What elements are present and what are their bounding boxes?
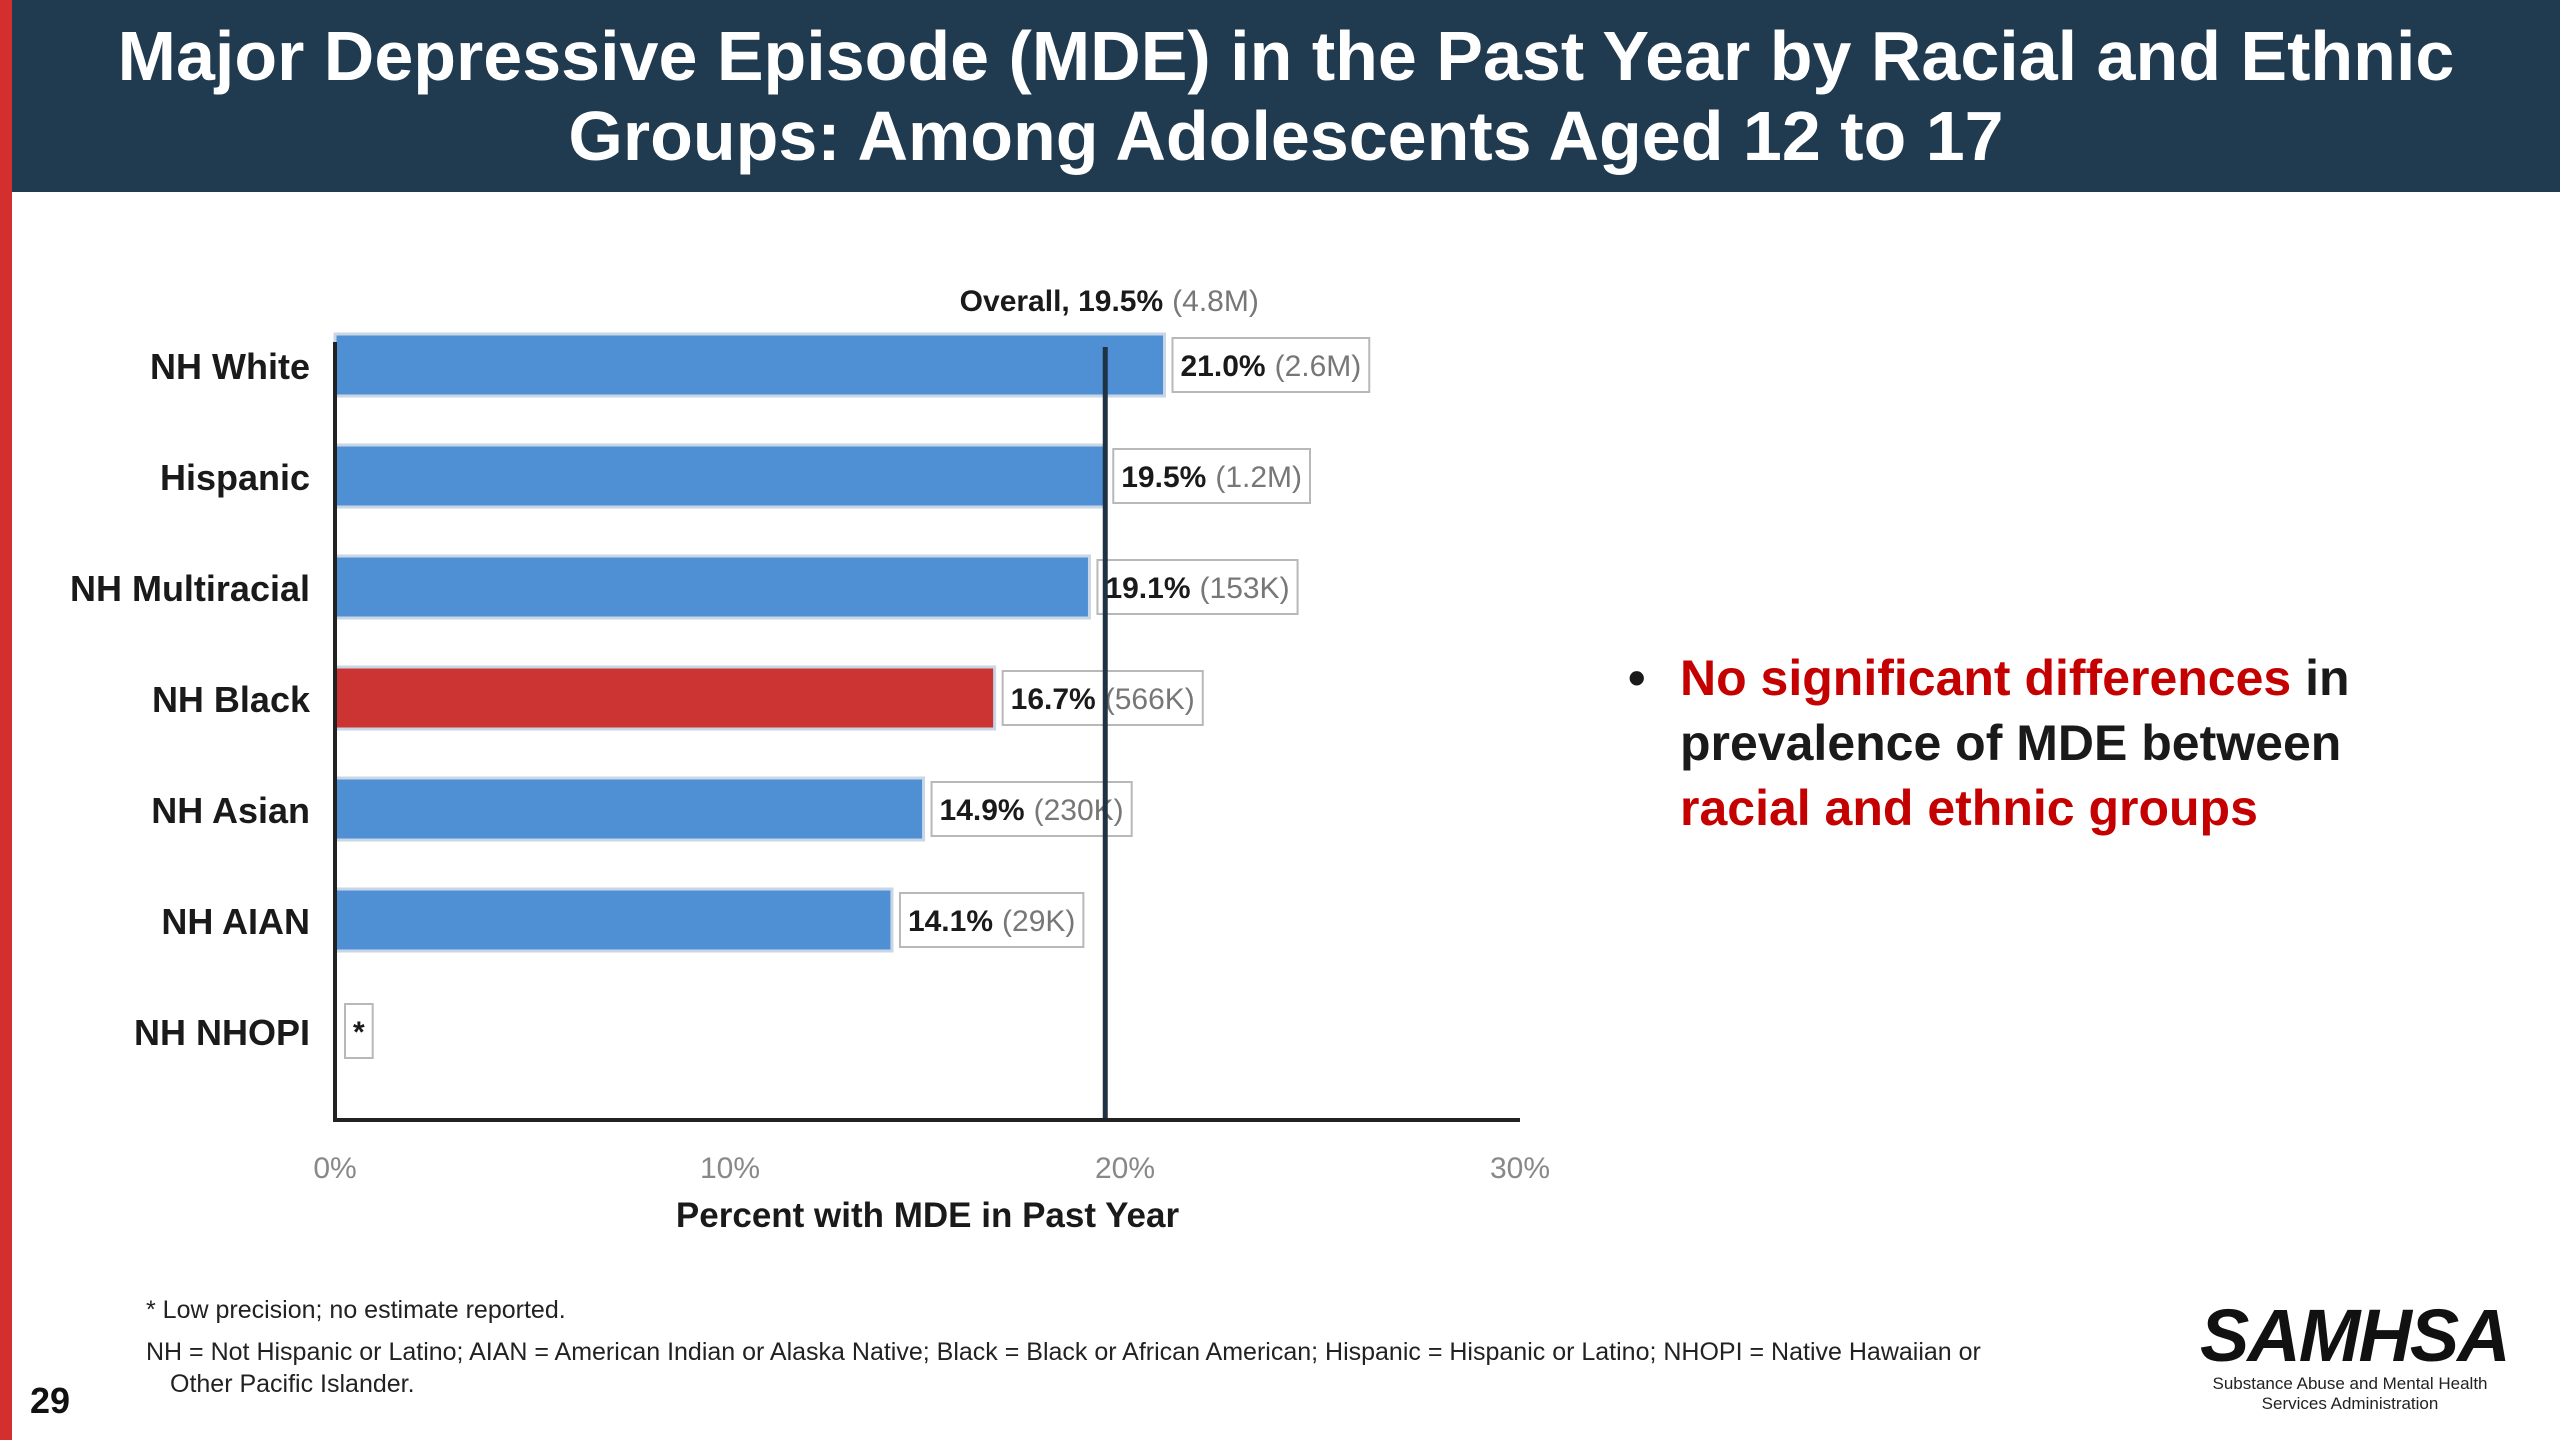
title-banner: Major Depressive Episode (MDE) in the Pa…	[12, 0, 2560, 192]
bullet-text: in prevalence of MDE between	[1680, 650, 2350, 771]
samhsa-logo: SAMHSA Substance Abuse and Mental Health…	[2200, 1294, 2511, 1414]
footnote-abbreviations-line2: Other Pacific Islander.	[170, 1370, 415, 1398]
category-label: Hispanic	[160, 457, 310, 498]
data-label-value: 16.7%	[1011, 683, 1096, 716]
bullet-dot-icon: •	[1628, 650, 1646, 706]
data-label-box	[344, 1003, 374, 1059]
data-label-count: (230K)	[1034, 794, 1124, 827]
category-label: NH Multiracial	[70, 568, 310, 609]
footnote-abbreviations: NH = Not Hispanic or Latino; AIAN = Amer…	[146, 1336, 2126, 1400]
data-label-value: 14.1%	[908, 905, 993, 938]
footnote-precision: * Low precision; no estimate reported.	[146, 1296, 566, 1324]
data-label-count: (153K)	[1200, 572, 1290, 605]
category-label: NH NHOPI	[134, 1012, 310, 1053]
data-label-box	[1096, 559, 1299, 615]
category-label: NH AIAN	[161, 901, 310, 942]
data-label-value: 19.1%	[1105, 572, 1190, 605]
bar	[333, 554, 1091, 620]
category-label: NH White	[150, 346, 310, 387]
data-label-count: (566K)	[1105, 683, 1195, 716]
overall-label: Overall, 19.5%	[960, 285, 1163, 318]
footnote-abbreviations-line1: NH = Not Hispanic or Latino; AIAN = Amer…	[146, 1338, 1981, 1366]
data-label-box	[1112, 448, 1312, 504]
bar	[333, 776, 926, 842]
x-axis-title: Percent with MDE in Past Year	[676, 1196, 1180, 1235]
category-label: NH Asian	[151, 790, 310, 831]
overall-count: (4.8M)	[1172, 285, 1259, 318]
bar	[333, 887, 894, 953]
data-label-count: (29K)	[1002, 905, 1075, 938]
x-tick-label: 10%	[700, 1152, 760, 1185]
logo-subtitle-line2: Services Administration	[2261, 1394, 2439, 1413]
x-tick-label: 20%	[1095, 1152, 1155, 1185]
page-number: 29	[30, 1380, 71, 1421]
data-label-box	[930, 781, 1133, 837]
data-label-value: 19.5%	[1121, 461, 1206, 494]
bullet-highlight-2: racial and ethnic groups	[1680, 780, 2258, 836]
data-label-count: (2.6M)	[1275, 350, 1362, 383]
key-finding-bullet: • No significant differences in prevalen…	[1628, 646, 2440, 841]
logo-wordmark: SAMHSA	[2200, 1294, 2511, 1377]
data-label-value: *	[353, 1016, 365, 1049]
x-tick-label: 30%	[1490, 1152, 1550, 1185]
left-accent-stripe	[0, 0, 12, 1440]
bar	[333, 332, 1166, 398]
page-title: Major Depressive Episode (MDE) in the Pa…	[117, 17, 2455, 175]
bar	[333, 665, 997, 731]
data-label-box	[1001, 670, 1204, 726]
data-label-box	[1171, 337, 1371, 393]
data-label-box	[898, 892, 1085, 948]
logo-subtitle-line1: Substance Abuse and Mental Health	[2212, 1374, 2488, 1393]
bar	[333, 443, 1107, 509]
x-tick-label: 0%	[313, 1152, 356, 1185]
category-label: NH Black	[152, 679, 311, 720]
bar-chart: NH White 21.0% (2.6M) Hispanic 19.5% (1.2M) NH…	[70, 285, 1550, 1235]
data-label-value: 14.9%	[940, 794, 1025, 827]
bullet-highlight-1: No significant differences	[1680, 650, 2292, 706]
data-label-value: 21.0%	[1181, 350, 1266, 383]
data-label-count: (1.2M)	[1215, 461, 1302, 494]
